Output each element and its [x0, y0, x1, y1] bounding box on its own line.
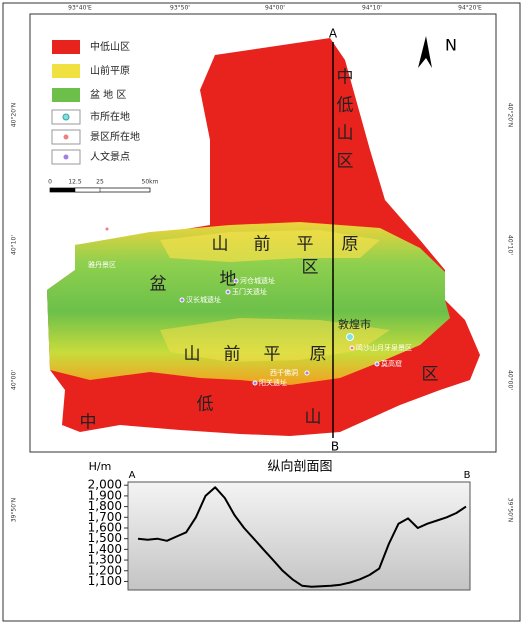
y-tick-label: 1,300 [88, 553, 122, 567]
section-end: B [331, 440, 339, 454]
coord-label: 39°50'N [507, 498, 514, 522]
zone-char: 前 [224, 345, 241, 365]
legend-label: 盆 地 区 [90, 88, 126, 101]
legend-label: 山前平原 [90, 64, 130, 77]
city-marker [346, 333, 354, 341]
map-region [47, 38, 480, 436]
legend-swatch [52, 64, 80, 78]
y-tick-label: 1,800 [88, 499, 122, 513]
scale-label: 50km [142, 179, 159, 186]
legend-label: 市所在地 [90, 110, 130, 123]
zone-char: 山 [337, 124, 354, 144]
coord-label: 93°50' [170, 5, 190, 12]
map-frame [29, 13, 497, 453]
zone-char: 区 [422, 365, 439, 385]
zone-char: 平 [297, 235, 314, 255]
zone-char: 中 [80, 413, 97, 433]
city-label: 敦煌市 [338, 317, 371, 331]
legend-swatch [52, 40, 80, 54]
scale-label: 0 [48, 179, 52, 186]
y-tick-label: 1,600 [88, 520, 122, 534]
outer-border [2, 2, 521, 622]
profile-plot-area [127, 481, 471, 591]
plain-band [160, 230, 380, 262]
scenic-marker [104, 226, 110, 232]
site-marker [252, 380, 258, 386]
y-tick-label: 1,500 [88, 531, 122, 545]
place-label: 汉长城遗址 [186, 295, 221, 304]
zone-char: 山 [184, 345, 201, 365]
y-tick-label: 1,200 [88, 563, 122, 577]
scale-label: 25 [96, 179, 104, 186]
profile-end: B [464, 470, 471, 481]
zone-char: 山 [305, 408, 322, 428]
place-label: 莫高窟 [381, 359, 402, 368]
scenic-marker [349, 345, 355, 351]
legend-label: 中低山区 [90, 40, 130, 53]
coord-label: 40°10' [11, 235, 18, 255]
coord-label: 40°10' [507, 235, 514, 255]
site-marker [225, 289, 231, 295]
coord-label: 39°50'N [11, 498, 18, 522]
profile-line [137, 486, 467, 588]
y-axis-label: H/m [89, 460, 112, 473]
coord-label: 40°00' [507, 370, 514, 390]
zone-char: 中 [337, 68, 354, 88]
y-tick-label: 1,900 [88, 488, 122, 502]
legend: 中低山区 山前平原 盆 地 区 市所在地 景区所在地 人文景点 [51, 40, 140, 165]
y-tick-label: 1,400 [88, 542, 122, 556]
profile-title: 纵向剖面图 [267, 459, 332, 475]
zone-char: 低 [337, 96, 354, 116]
profile-start: A [129, 470, 136, 481]
zone-char: 低 [197, 395, 214, 415]
coord-label: 94°10' [362, 5, 382, 12]
y-tick-label: 2,000 [88, 478, 122, 492]
zone-char: 原 [310, 345, 327, 365]
zone-char: 区 [302, 258, 319, 278]
zone-char: 前 [254, 235, 271, 255]
coord-label: 93°40'E [68, 5, 92, 12]
coord-label: 40°20'N [507, 103, 514, 127]
legend-label: 景区所在地 [90, 130, 140, 143]
coord-label: 94°20'E [458, 5, 482, 12]
zone-char: 平 [264, 345, 281, 365]
place-label: 玉门关遗址 [232, 287, 267, 296]
scale-bar: 0 12.5 25 50km [48, 179, 159, 193]
zone-char: 山 [212, 235, 229, 255]
site-marker [304, 370, 310, 376]
places: 敦煌市 雅丹景区 河仓城遗址 玉门关遗址 汉长城遗址 鸣沙山月牙泉景区 莫高窟 … [88, 226, 412, 387]
coordinates: 93°40'E 93°50' 94°00' 94°10' 94°20'E 40°… [11, 5, 514, 523]
north-arrow: N [418, 36, 457, 68]
zone-char: 地 [220, 270, 237, 290]
scale-label: 12.5 [68, 179, 82, 186]
zone-labels: 中 低 山 区 山 前 平 原 区 盆 地 山 前 平 原 中 低 山 区 [80, 68, 439, 433]
profile-chart: 纵向剖面图 H/m A B 1,1001,2001,3001,4001,5001… [88, 459, 471, 591]
coord-label: 94°00' [265, 5, 285, 12]
site-marker [233, 278, 239, 284]
zone-char: 盆 [150, 275, 167, 295]
site-marker [179, 297, 185, 303]
zone-char: 区 [337, 152, 354, 172]
place-label: 鸣沙山月牙泉景区 [356, 343, 412, 352]
place-label: 西千佛洞 [270, 368, 298, 377]
legend-label: 人文景点 [90, 150, 130, 163]
zone-char: 原 [342, 235, 359, 255]
y-tick-label: 1,100 [88, 574, 122, 588]
place-label: 阳关遗址 [259, 378, 287, 387]
place-label: 河仓城遗址 [240, 276, 275, 285]
y-tick-label: 1,700 [88, 510, 122, 524]
place-label: 雅丹景区 [88, 260, 116, 269]
coord-label: 40°00' [11, 370, 18, 390]
section-start: A [329, 27, 338, 41]
legend-swatch [52, 88, 80, 102]
coord-label: 40°20'N [11, 103, 18, 127]
north-label: N [445, 36, 457, 55]
site-marker [374, 361, 380, 367]
